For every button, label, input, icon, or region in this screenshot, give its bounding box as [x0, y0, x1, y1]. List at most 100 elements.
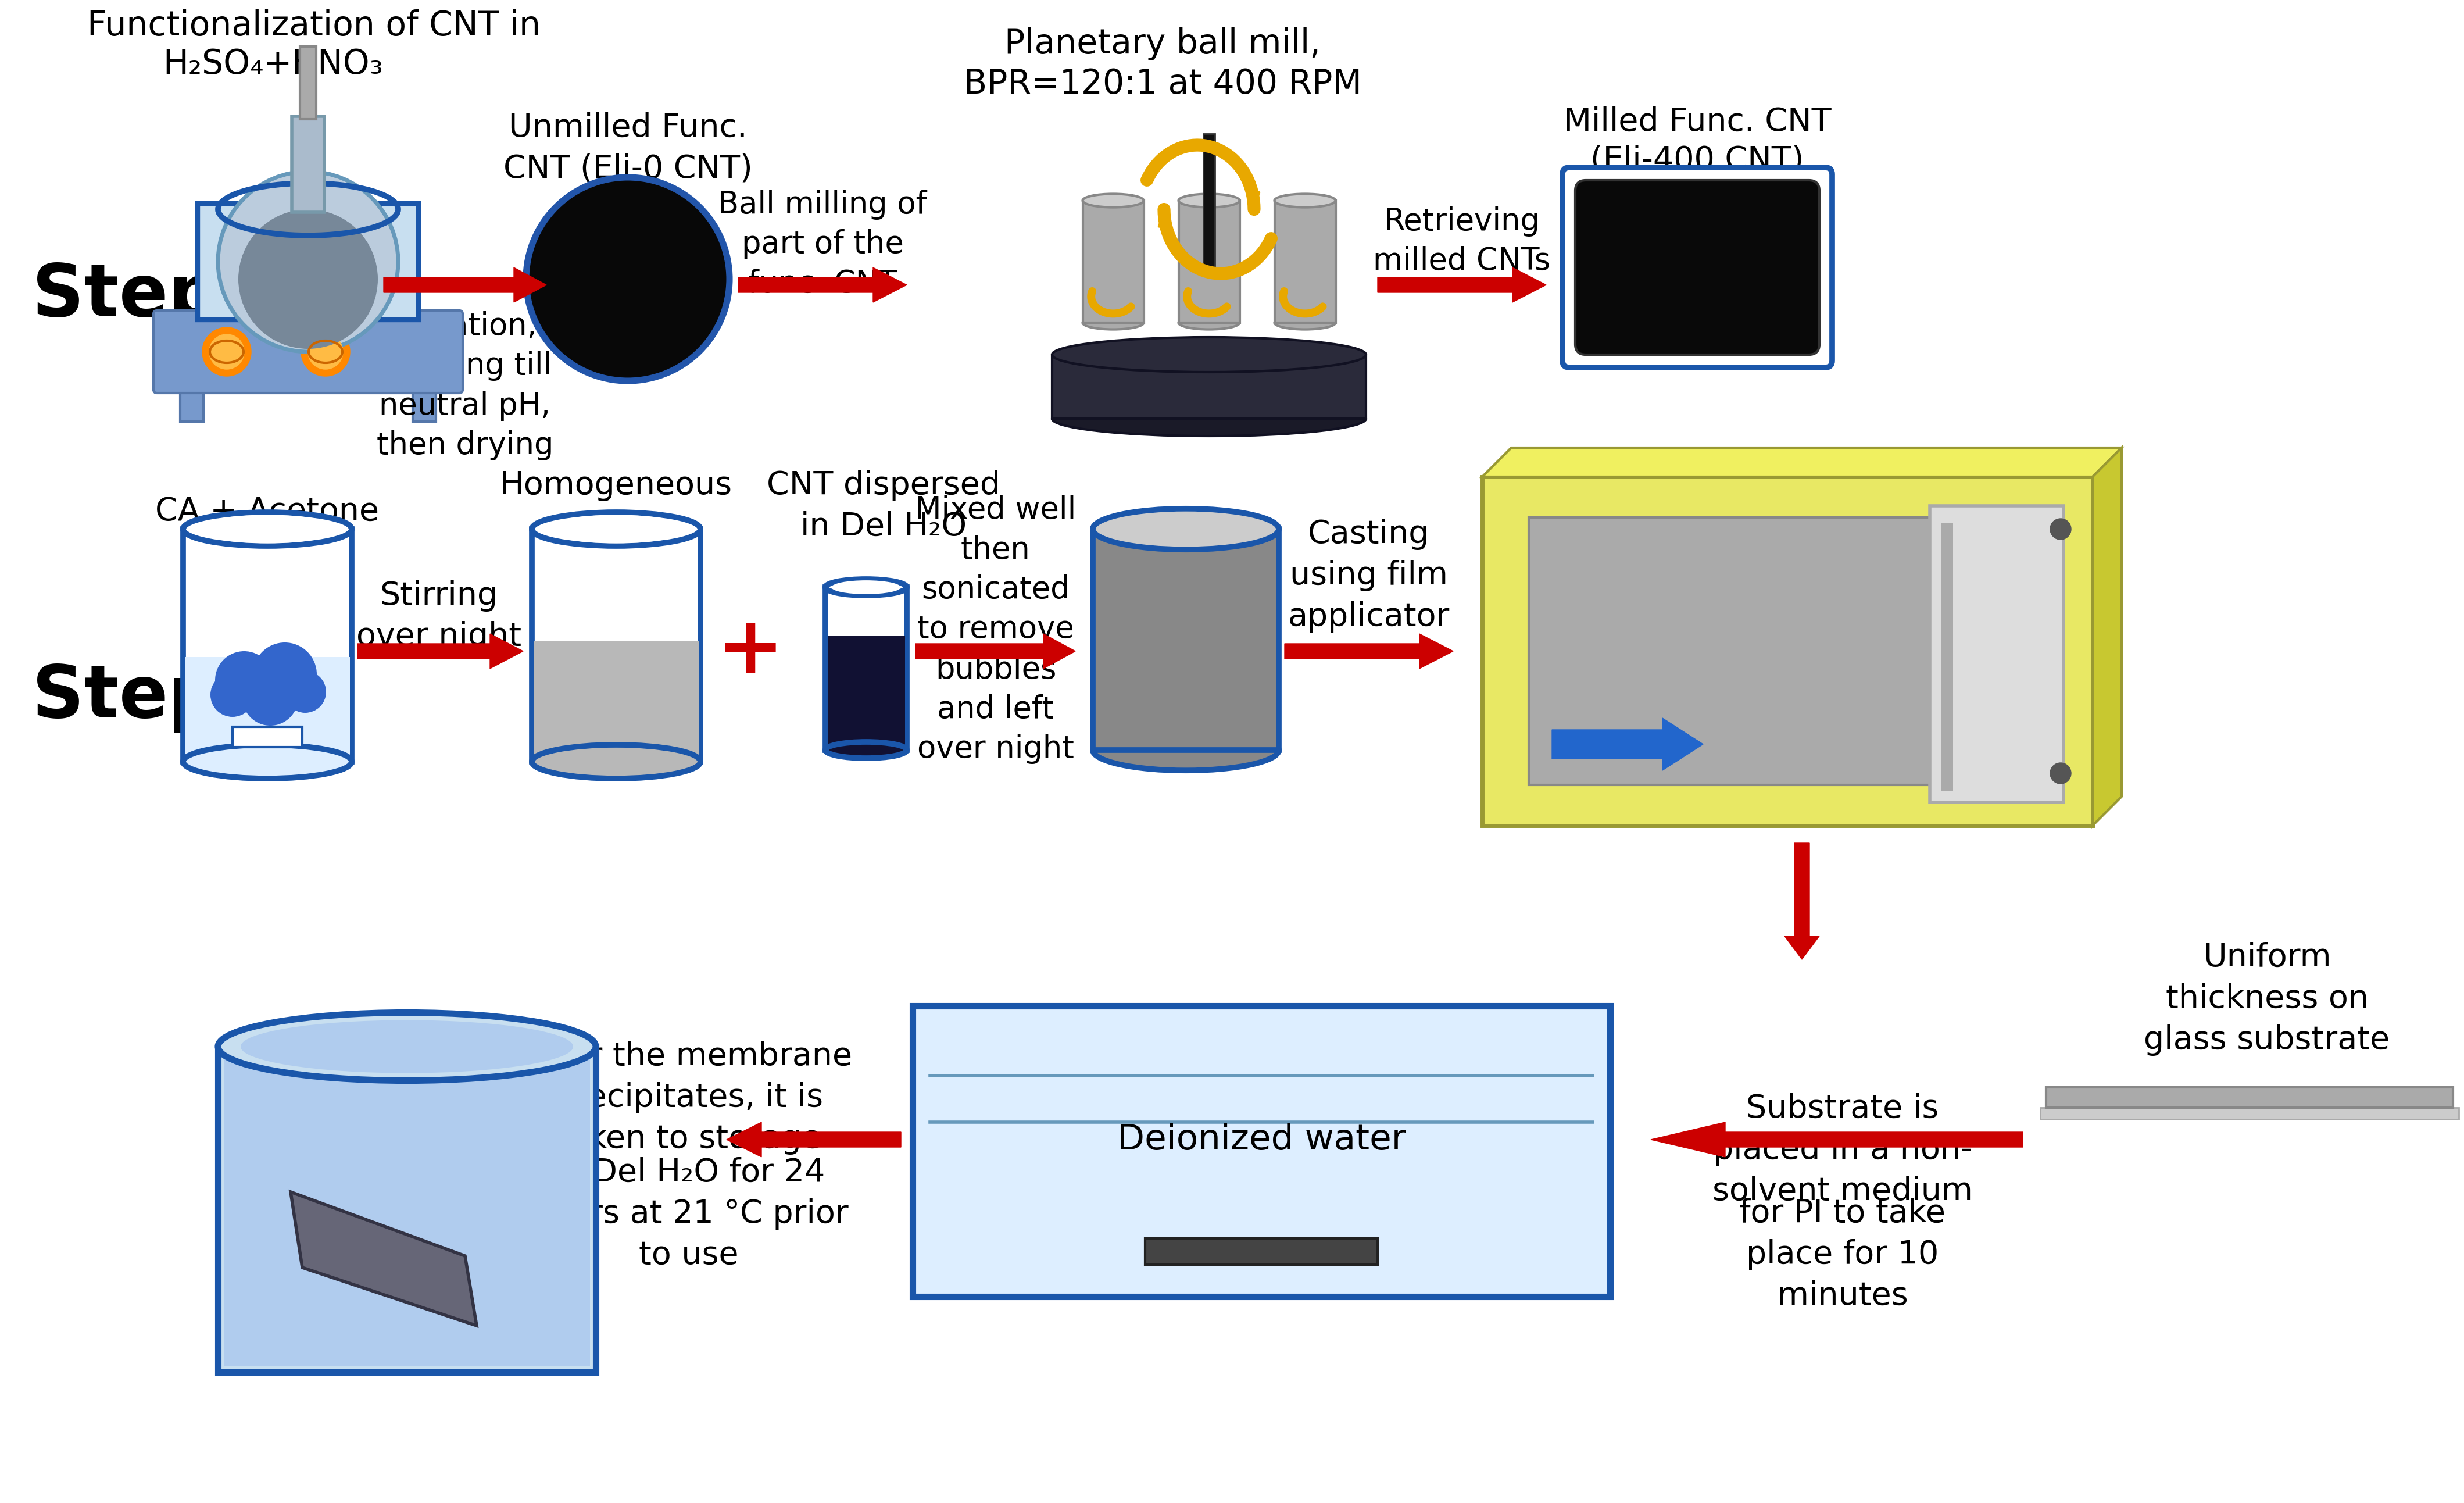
FancyArrow shape	[1284, 634, 1454, 669]
FancyBboxPatch shape	[1562, 167, 1833, 367]
Bar	[1483, 476, 2092, 825]
FancyArrow shape	[1651, 1123, 2023, 1157]
Text: Stirring
over night: Stirring over night	[357, 580, 522, 652]
Text: +: +	[717, 612, 784, 690]
Bar	[197, 203, 419, 320]
Bar	[301, 47, 315, 119]
FancyArrow shape	[1784, 843, 1818, 959]
FancyBboxPatch shape	[1574, 180, 1818, 355]
Circle shape	[301, 328, 350, 376]
Text: Deionized water: Deionized water	[1116, 1123, 1407, 1157]
Text: Step 1: Step 1	[32, 262, 296, 332]
Ellipse shape	[1052, 337, 1365, 373]
Ellipse shape	[182, 745, 352, 779]
Bar	[291, 116, 325, 212]
Text: Casting
using film
applicator: Casting using film applicator	[1289, 519, 1449, 633]
Text: in Del H₂O for 24
hours at 21 °C prior
to use: in Del H₂O for 24 hours at 21 °C prior t…	[530, 1157, 848, 1270]
Circle shape	[283, 670, 325, 712]
FancyArrow shape	[1552, 718, 1703, 771]
Text: Homogeneous
solution: Homogeneous solution	[500, 469, 732, 543]
Bar	[1274, 200, 1335, 323]
Bar	[1942, 523, 1954, 791]
Bar	[532, 529, 700, 762]
Text: Milled Func. CNT: Milled Func. CNT	[1565, 107, 1831, 138]
Ellipse shape	[545, 514, 687, 544]
FancyArrow shape	[739, 268, 907, 302]
Polygon shape	[291, 1192, 476, 1326]
Text: Filtration,
washing till
neutral pH,
then drying: Filtration, washing till neutral pH, the…	[377, 311, 554, 460]
Ellipse shape	[532, 513, 700, 546]
Circle shape	[209, 673, 254, 717]
Text: for PI to take
place for 10
minutes: for PI to take place for 10 minutes	[1740, 1198, 1947, 1312]
Circle shape	[2050, 519, 2072, 540]
Bar	[1052, 355, 1365, 419]
Ellipse shape	[825, 742, 907, 758]
Text: After the membrane
precipitates, it is
taken to storage: After the membrane precipitates, it is t…	[525, 1040, 853, 1154]
Bar	[182, 529, 352, 762]
Bar	[535, 640, 697, 762]
Circle shape	[239, 209, 377, 349]
Bar	[2040, 1108, 2459, 1120]
Ellipse shape	[1082, 316, 1143, 329]
Circle shape	[308, 334, 342, 370]
Bar	[411, 389, 436, 421]
Ellipse shape	[1094, 729, 1279, 771]
Bar	[1178, 200, 1239, 323]
Text: H₂SO₄+HNO₃: H₂SO₄+HNO₃	[163, 48, 384, 81]
Bar	[1094, 529, 1279, 750]
Ellipse shape	[1082, 194, 1143, 207]
Circle shape	[202, 328, 251, 376]
FancyArrow shape	[727, 1123, 902, 1157]
Bar	[217, 1046, 596, 1372]
Text: Uniform
thickness on
glass substrate: Uniform thickness on glass substrate	[2144, 942, 2390, 1055]
FancyBboxPatch shape	[153, 311, 463, 394]
Bar	[232, 727, 303, 747]
Text: Functionalization of CNT in: Functionalization of CNT in	[86, 9, 540, 42]
Bar	[828, 636, 904, 750]
Bar	[180, 389, 205, 421]
Text: Unmilled Func.
CNT (Eli-0 CNT): Unmilled Func. CNT (Eli-0 CNT)	[503, 113, 752, 185]
Ellipse shape	[532, 745, 700, 779]
Bar	[825, 588, 907, 750]
Ellipse shape	[1274, 194, 1335, 207]
Circle shape	[241, 670, 298, 726]
Ellipse shape	[830, 580, 902, 594]
FancyArrow shape	[917, 634, 1074, 669]
Ellipse shape	[1178, 194, 1239, 207]
FancyArrow shape	[357, 634, 522, 669]
Text: bubbles
and left
over night: bubbles and left over night	[917, 654, 1074, 764]
FancyArrow shape	[1377, 268, 1547, 302]
Text: Ball milling of
part of the
func. CNT: Ball milling of part of the func. CNT	[717, 189, 926, 299]
Text: (Eli-400 CNT): (Eli-400 CNT)	[1592, 144, 1804, 176]
Ellipse shape	[182, 513, 352, 546]
Ellipse shape	[217, 1013, 596, 1081]
Bar	[1528, 517, 2045, 785]
Ellipse shape	[825, 579, 907, 595]
Ellipse shape	[1274, 316, 1335, 329]
Bar	[1082, 200, 1143, 323]
Text: Step 2: Step 2	[32, 663, 296, 733]
Text: CA + Acetone: CA + Acetone	[155, 496, 379, 528]
Circle shape	[214, 651, 274, 709]
Text: Planetary ball mill,: Planetary ball mill,	[1005, 27, 1321, 60]
Text: Substrate is
placed in a non-
solvent medium: Substrate is placed in a non- solvent me…	[1712, 1093, 1974, 1207]
Polygon shape	[2092, 448, 2122, 825]
Bar	[224, 1052, 589, 1366]
Circle shape	[2050, 764, 2072, 783]
Ellipse shape	[1094, 508, 1279, 550]
Circle shape	[525, 177, 729, 380]
FancyArrow shape	[384, 268, 547, 302]
Text: Retrieving
milled CNTs: Retrieving milled CNTs	[1372, 206, 1550, 277]
Text: BPR=120:1 at 400 RPM: BPR=120:1 at 400 RPM	[963, 68, 1363, 101]
Bar	[1929, 507, 2062, 803]
Ellipse shape	[1052, 401, 1365, 436]
Ellipse shape	[195, 514, 340, 544]
Circle shape	[254, 642, 318, 706]
Circle shape	[217, 171, 399, 352]
Bar	[1146, 1238, 1377, 1264]
Text: Mixed well
then
sonicated
to remove: Mixed well then sonicated to remove	[914, 494, 1077, 645]
Ellipse shape	[1178, 316, 1239, 329]
Bar	[2045, 1087, 2454, 1108]
Bar	[185, 657, 350, 762]
Bar	[912, 1006, 1609, 1297]
